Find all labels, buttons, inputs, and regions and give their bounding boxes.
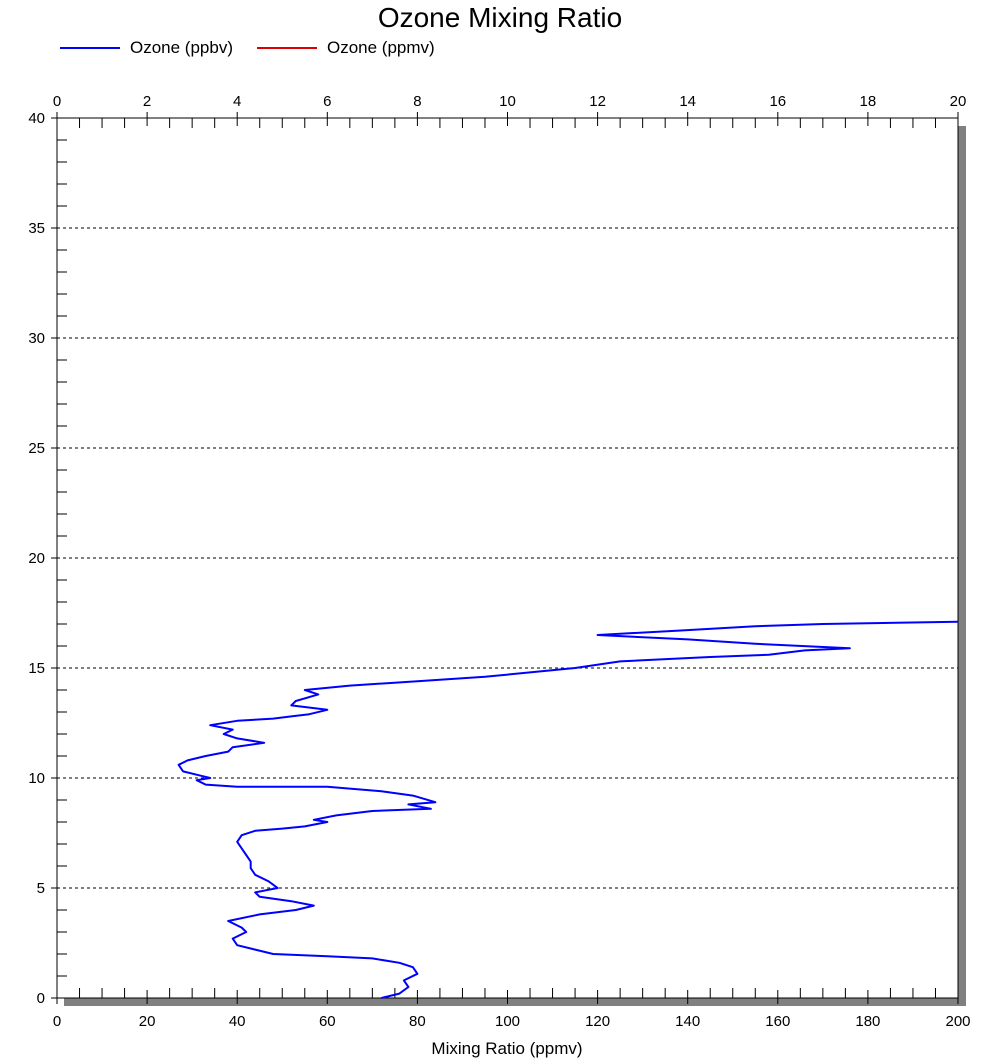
y-tick-label-10: 10: [28, 770, 45, 787]
x2-tick-label-14: 14: [679, 93, 696, 110]
x-axis-label: Mixing Ratio (ppmv): [431, 1039, 582, 1058]
x-tick-label-160: 160: [765, 1013, 790, 1030]
x2-tick-label-10: 10: [499, 93, 516, 110]
y-tick-label-15: 15: [28, 660, 45, 677]
x2-tick-label-0: 0: [53, 93, 61, 110]
axis-ticks: [51, 112, 959, 1004]
plot-shadow-bottom: [64, 998, 966, 1006]
x2-tick-label-12: 12: [589, 93, 606, 110]
legend-swatch-ozone-ppmv: [257, 47, 317, 49]
y-tick-label-25: 25: [28, 440, 45, 457]
x2-tick-label-16: 16: [769, 93, 786, 110]
x2-tick-label-4: 4: [233, 93, 241, 110]
legend: Ozone (ppbv) Ozone (ppmv): [60, 38, 459, 58]
y-tick-label-0: 0: [37, 990, 45, 1007]
x-tick-label-120: 120: [585, 1013, 610, 1030]
y-tick-label-30: 30: [28, 330, 45, 347]
x2-tick-label-2: 2: [143, 93, 151, 110]
x2-tick-label-20: 20: [950, 93, 967, 110]
x-tick-label-60: 60: [319, 1013, 336, 1030]
x2-tick-label-18: 18: [860, 93, 877, 110]
x-tick-label-180: 180: [855, 1013, 880, 1030]
y-tick-label-40: 40: [28, 110, 45, 127]
x-tick-label-20: 20: [139, 1013, 156, 1030]
y-tick-label-20: 20: [28, 550, 45, 567]
x2-tick-label-6: 6: [323, 93, 331, 110]
x2-tick-label-8: 8: [413, 93, 421, 110]
series-line-ozone-ppbv: [177, 620, 959, 999]
legend-item-ozone-ppbv: Ozone (ppbv): [60, 38, 233, 58]
legend-swatch-ozone-ppbv: [60, 47, 120, 49]
y-tick-label-35: 35: [28, 220, 45, 237]
series-lines: [177, 620, 959, 999]
x-tick-label-200: 200: [945, 1013, 970, 1030]
legend-label-ozone-ppmv: Ozone (ppmv): [327, 38, 435, 57]
chart-title: Ozone Mixing Ratio: [377, 2, 623, 33]
x-tick-label-0: 0: [53, 1013, 61, 1030]
plot-shadow-right: [958, 126, 966, 1006]
legend-item-ozone-ppmv: Ozone (ppmv): [257, 38, 435, 58]
legend-label-ozone-ppbv: Ozone (ppbv): [130, 38, 233, 57]
x-tick-label-80: 80: [409, 1013, 426, 1030]
x-tick-label-140: 140: [675, 1013, 700, 1030]
x-tick-label-100: 100: [495, 1013, 520, 1030]
x-tick-label-40: 40: [229, 1013, 246, 1030]
y-tick-label-5: 5: [37, 880, 45, 897]
